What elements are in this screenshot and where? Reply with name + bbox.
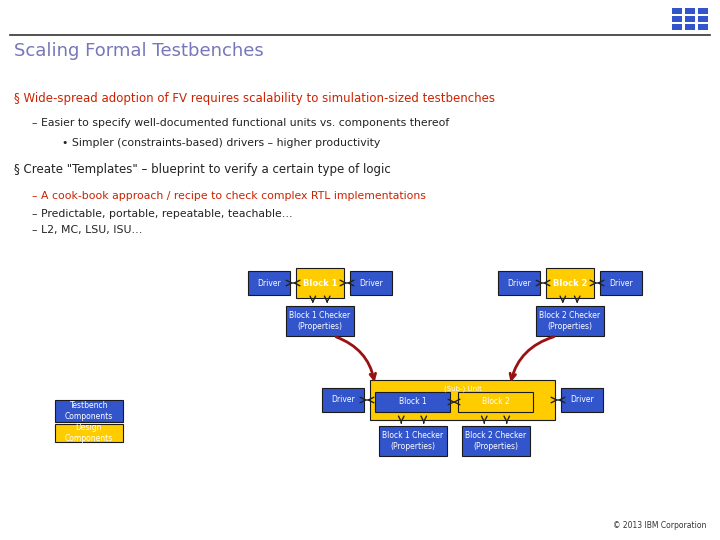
FancyBboxPatch shape (685, 8, 695, 14)
FancyBboxPatch shape (498, 271, 540, 295)
FancyBboxPatch shape (672, 16, 682, 22)
FancyBboxPatch shape (286, 306, 354, 336)
Text: • Simpler (constraints-based) drivers – higher productivity: • Simpler (constraints-based) drivers – … (48, 138, 380, 148)
Text: Driver: Driver (257, 279, 281, 287)
Text: Block 1 Checker
(Properties): Block 1 Checker (Properties) (382, 431, 443, 451)
Text: § Create "Templates" – blueprint to verify a certain type of logic: § Create "Templates" – blueprint to veri… (14, 163, 391, 176)
FancyBboxPatch shape (55, 424, 123, 442)
FancyBboxPatch shape (685, 24, 695, 30)
Text: – A cook-book approach / recipe to check complex RTL implementations: – A cook-book approach / recipe to check… (32, 191, 426, 201)
FancyBboxPatch shape (462, 426, 529, 456)
Text: Design
Components: Design Components (65, 423, 113, 443)
FancyBboxPatch shape (350, 271, 392, 295)
FancyBboxPatch shape (698, 16, 708, 22)
Text: Driver: Driver (507, 279, 531, 287)
FancyBboxPatch shape (379, 426, 446, 456)
Text: © 2013 IBM Corporation: © 2013 IBM Corporation (613, 521, 706, 530)
FancyBboxPatch shape (672, 8, 682, 14)
FancyBboxPatch shape (296, 268, 344, 298)
Text: Testbench
Components: Testbench Components (65, 401, 113, 421)
Text: § Wide-spread adoption of FV requires scalability to simulation-sized testbenche: § Wide-spread adoption of FV requires sc… (14, 92, 495, 105)
FancyBboxPatch shape (458, 392, 533, 412)
Text: Block 2 Checker
(Properties): Block 2 Checker (Properties) (465, 431, 526, 451)
Text: Block 2: Block 2 (553, 279, 588, 287)
FancyBboxPatch shape (561, 388, 603, 412)
Text: Driver: Driver (331, 395, 355, 404)
FancyBboxPatch shape (546, 268, 594, 298)
Text: – Predictable, portable, repeatable, teachable…: – Predictable, portable, repeatable, tea… (32, 209, 292, 219)
Text: Block 2 Checker
(Properties): Block 2 Checker (Properties) (539, 311, 600, 330)
Text: – Easier to specify well-documented functional units vs. components thereof: – Easier to specify well-documented func… (32, 118, 449, 128)
FancyBboxPatch shape (698, 8, 708, 14)
FancyBboxPatch shape (698, 24, 708, 30)
FancyBboxPatch shape (370, 380, 555, 420)
Text: Block 1: Block 1 (302, 279, 337, 287)
FancyBboxPatch shape (375, 392, 450, 412)
FancyBboxPatch shape (685, 16, 695, 22)
FancyBboxPatch shape (55, 400, 123, 422)
Text: Block 2: Block 2 (482, 397, 509, 407)
Text: – L2, MC, LSU, ISU…: – L2, MC, LSU, ISU… (32, 225, 143, 235)
Text: Driver: Driver (359, 279, 383, 287)
Text: Driver: Driver (570, 395, 594, 404)
Text: Block 1: Block 1 (399, 397, 426, 407)
FancyBboxPatch shape (536, 306, 604, 336)
FancyBboxPatch shape (248, 271, 290, 295)
Text: (Sub-) Unit: (Sub-) Unit (444, 386, 482, 393)
Text: Scaling Formal Testbenches: Scaling Formal Testbenches (14, 42, 264, 60)
FancyBboxPatch shape (322, 388, 364, 412)
Text: Driver: Driver (609, 279, 633, 287)
FancyBboxPatch shape (672, 24, 682, 30)
FancyBboxPatch shape (600, 271, 642, 295)
Text: Block 1 Checker
(Properties): Block 1 Checker (Properties) (289, 311, 351, 330)
